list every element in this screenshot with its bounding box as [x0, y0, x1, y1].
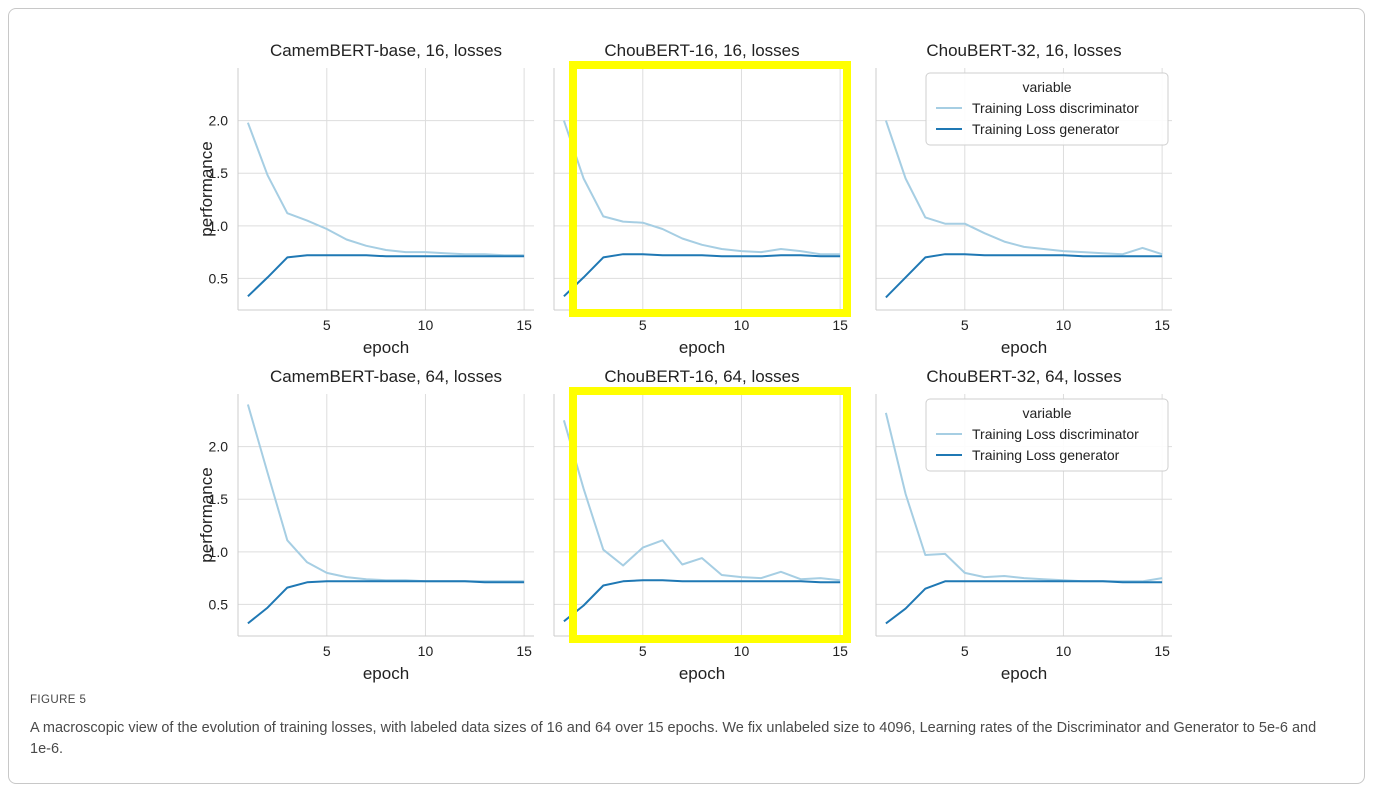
panel-2-xtick-label: 5 — [639, 317, 647, 333]
panel-3-generator-line — [885, 253, 1163, 299]
panel-1-xtick-label: 5 — [323, 317, 331, 333]
panel-3-xlabel: epoch — [1001, 338, 1047, 357]
panel-3-discriminator-line — [884, 120, 1163, 256]
panel-5-xlabel: epoch — [679, 664, 725, 683]
panel-1-xlabel: epoch — [363, 338, 409, 357]
panel-1-title: CamemBERT-base, 16, losses — [270, 41, 502, 60]
panel-4-ylabel: performance — [197, 467, 216, 562]
panel-6-generator-line — [885, 580, 1163, 625]
panel-1-xtick-label: 15 — [516, 317, 532, 333]
panel-4-ytick-label: 1.0 — [209, 544, 229, 560]
panel-4-xlabel: epoch — [363, 664, 409, 683]
panel-3-title: ChouBERT-32, 16, losses — [926, 41, 1121, 60]
panel-2-highlight-box — [569, 61, 851, 317]
panel-1-ytick-label: 0.5 — [209, 270, 229, 286]
panel-3-xtick-label: 5 — [961, 317, 969, 333]
panel-5-xtick-label: 10 — [734, 643, 750, 659]
panel-1-xtick-label: 10 — [418, 317, 434, 333]
panel-6-legend-label-generator: Training Loss generator — [972, 447, 1120, 463]
panel-4-discriminator-line — [246, 404, 525, 583]
panel-3-xtick-label: 10 — [1056, 317, 1072, 333]
panel-1-ylabel: performance — [197, 141, 216, 236]
panel-5-xtick-label: 5 — [639, 643, 647, 659]
panel-6-xlabel: epoch — [1001, 664, 1047, 683]
panel-3-xtick-label: 15 — [1154, 317, 1170, 333]
panel-4-ytick-label: 2.0 — [209, 439, 229, 455]
panel-4-xtick-label: 15 — [516, 643, 532, 659]
panel-1-discriminator-line — [246, 122, 525, 257]
panel-2-xlabel: epoch — [679, 338, 725, 357]
panel-1-ytick-label: 1.5 — [209, 165, 229, 181]
panel-2-discriminator-line — [562, 120, 841, 256]
panel-5-generator-line — [563, 579, 841, 623]
panel-4-generator-line — [247, 580, 525, 625]
panel-2-generator-line — [563, 253, 841, 298]
panel-3-legend-box — [925, 72, 1169, 146]
panel-2-xtick-label: 10 — [734, 317, 750, 333]
panel-5-highlight-box — [569, 387, 851, 643]
panel-2-xtick-label: 15 — [832, 317, 848, 333]
panel-4-xtick-label: 10 — [418, 643, 434, 659]
panel-2-title: ChouBERT-16, 16, losses — [604, 41, 799, 60]
panel-4-xtick-label: 5 — [323, 643, 331, 659]
panel-6-legend-title: variable — [1022, 405, 1071, 421]
panel-3-legend-title: variable — [1022, 79, 1071, 95]
panel-1-ytick-label: 1.0 — [209, 218, 229, 234]
panel-1-ytick-label: 2.0 — [209, 113, 229, 129]
figure-label: FIGURE 5 — [30, 694, 87, 706]
panel-6-legend-label-discriminator: Training Loss discriminator — [972, 426, 1139, 442]
panel-3-legend-label-discriminator: Training Loss discriminator — [972, 100, 1139, 116]
panel-6-xtick-label: 10 — [1056, 643, 1072, 659]
panel-1-generator-line — [247, 254, 525, 298]
panel-5-discriminator-line — [562, 420, 841, 582]
panel-3-legend-label-generator: Training Loss generator — [972, 121, 1120, 137]
panel-6-xtick-label: 5 — [961, 643, 969, 659]
panel-4-title: CamemBERT-base, 64, losses — [270, 367, 502, 386]
figure-frame — [8, 8, 1365, 784]
panel-6-title: ChouBERT-32, 64, losses — [926, 367, 1121, 386]
panel-6-legend-box — [925, 398, 1169, 472]
panel-5-xtick-label: 15 — [832, 643, 848, 659]
panel-4-ytick-label: 0.5 — [209, 596, 229, 612]
figure-caption: A macroscopic view of the evolution of t… — [30, 720, 1317, 757]
panel-4-ytick-label: 1.5 — [209, 491, 229, 507]
panel-5-title: ChouBERT-16, 64, losses — [604, 367, 799, 386]
panel-6-xtick-label: 15 — [1154, 643, 1170, 659]
